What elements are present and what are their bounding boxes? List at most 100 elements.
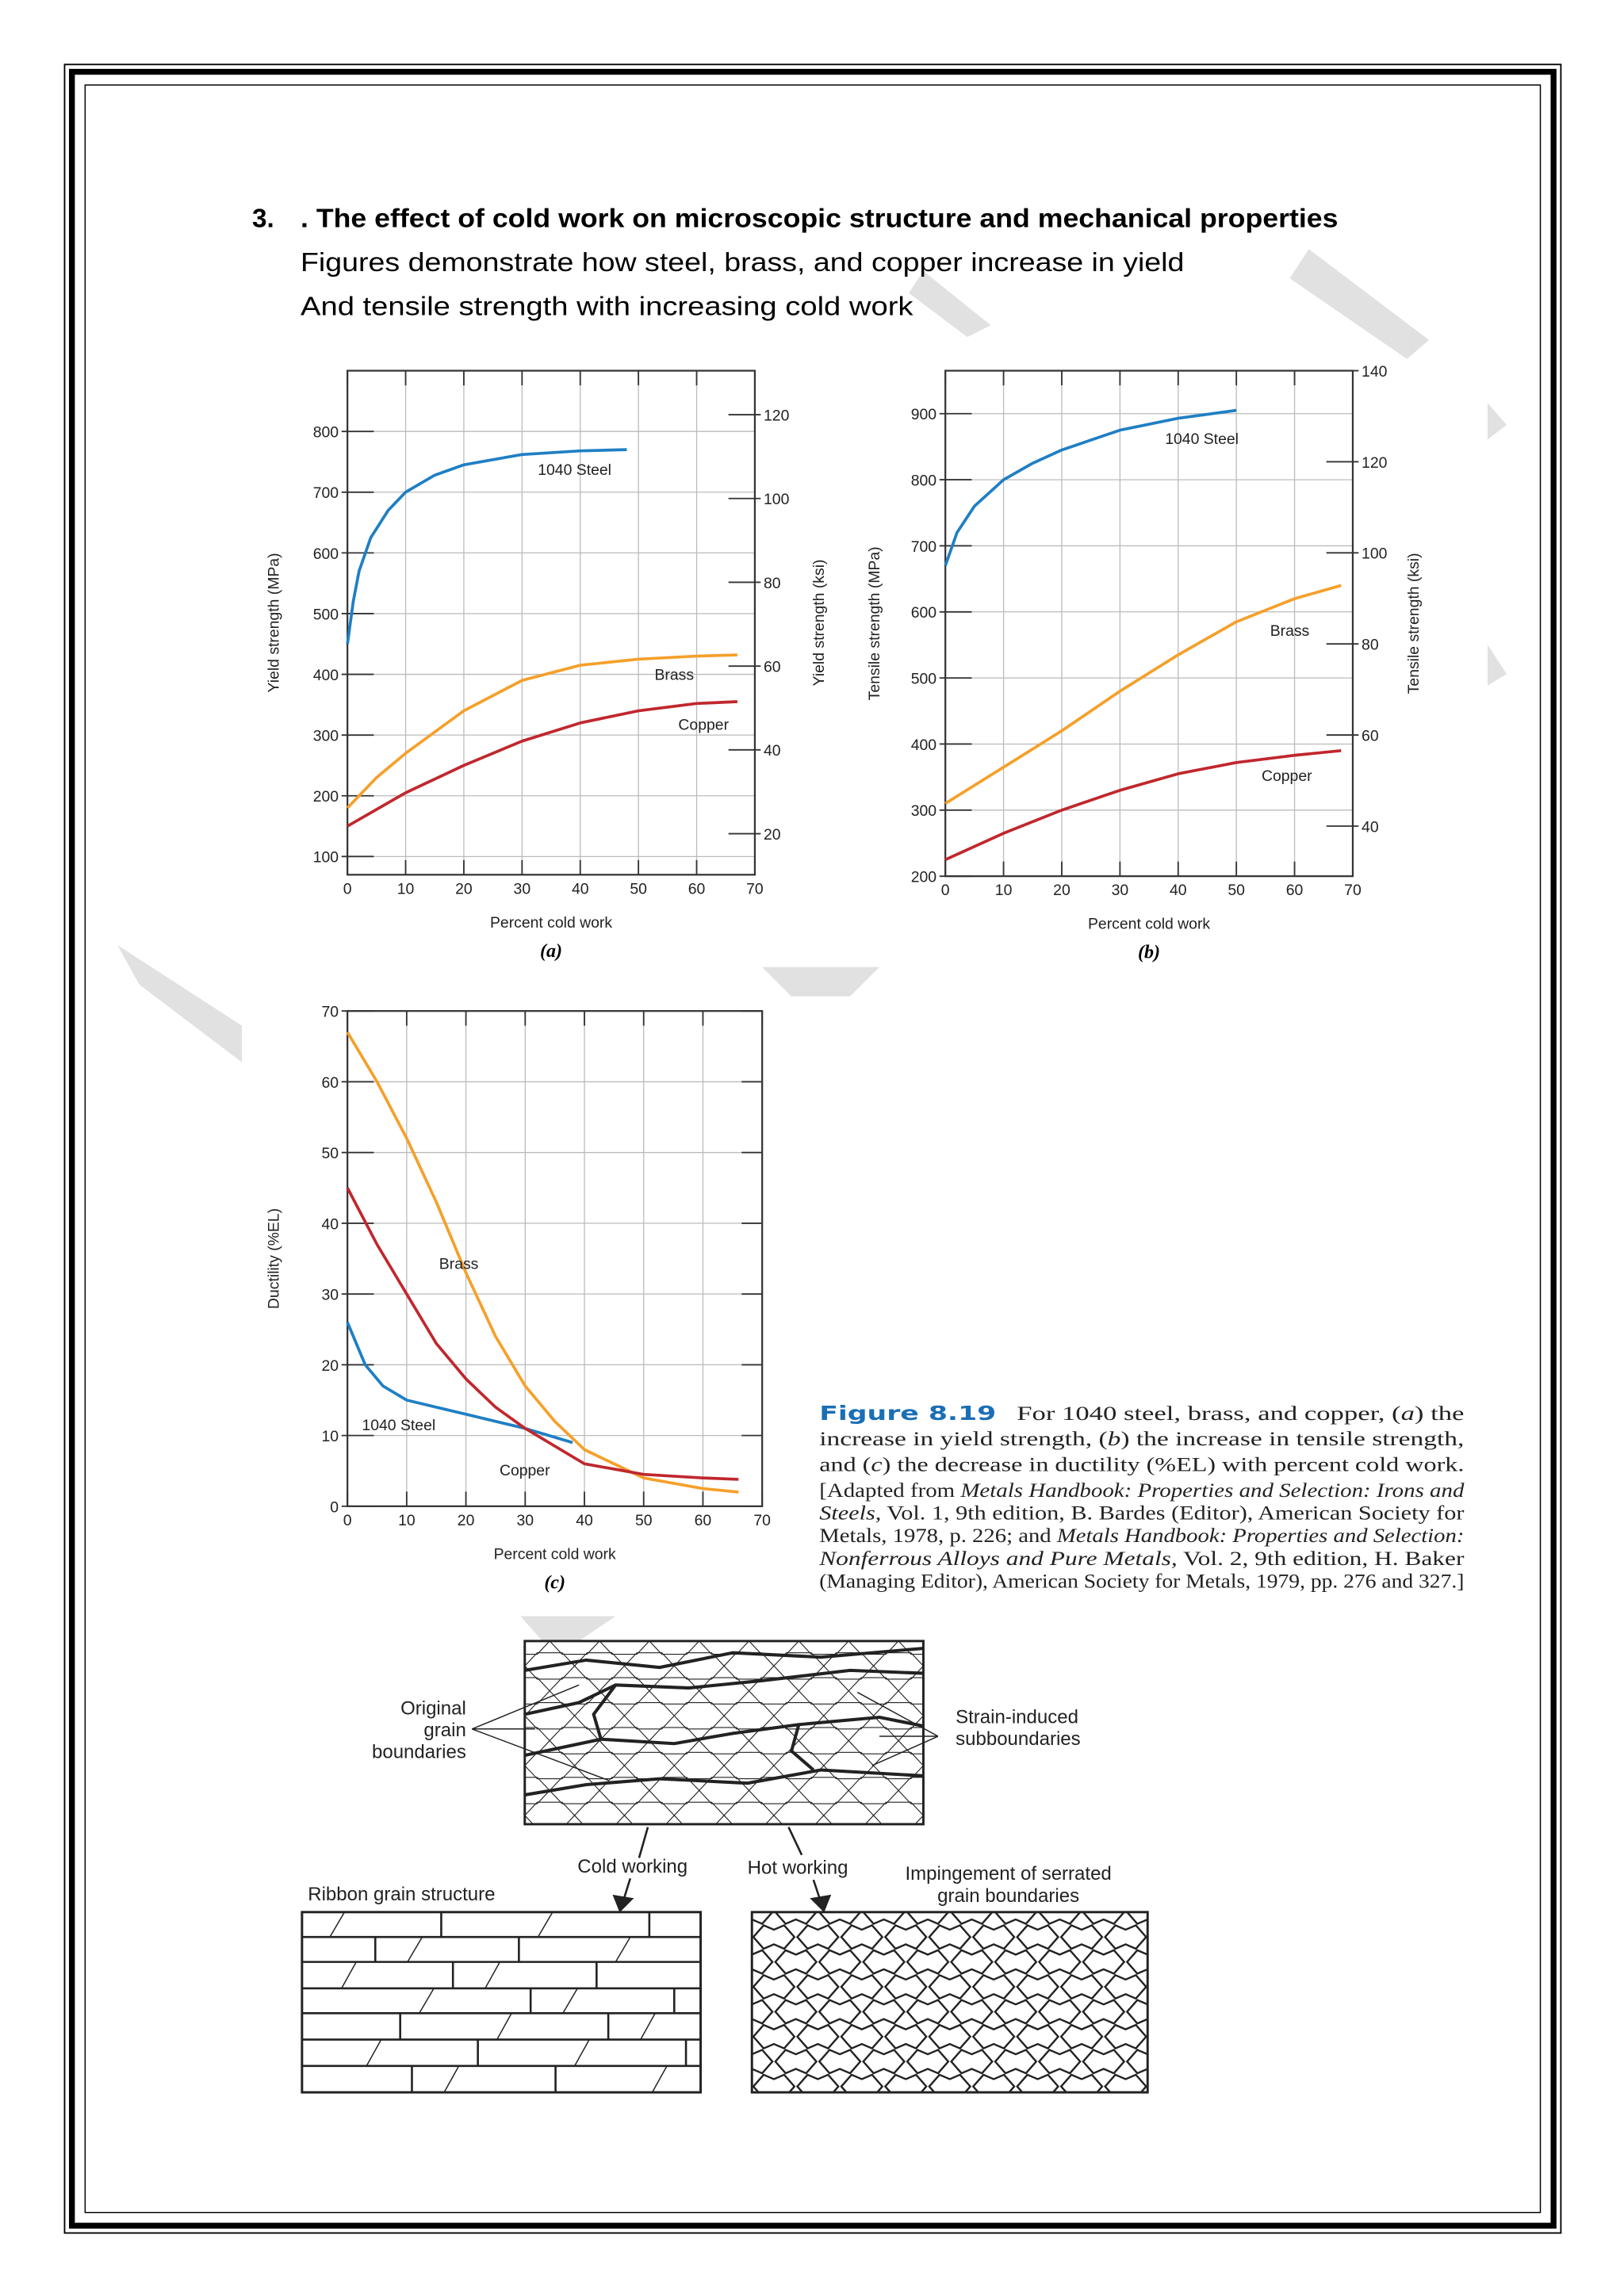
y-tick-label: 700 [911,538,937,556]
series-label: 1040 Steel [538,461,611,479]
x-axis-label: Percent cold work [490,914,612,932]
series-label: 1040 Steel [1165,430,1239,448]
serrated-grain [949,1949,994,1975]
caption-run: ) the [1415,1403,1465,1425]
page-border-outer [63,63,1562,2234]
subgrain [698,1640,750,1655]
y2-tick-label: 80 [764,575,781,592]
caption-run: Metals, 1978, p. 226; and [819,1525,1057,1547]
serrated-grain [949,1911,994,1926]
label: boundaries [372,1742,466,1763]
grain-diagram [301,1640,1149,2094]
subgrain [649,1640,700,1655]
series-label: Copper [1262,767,1312,785]
caption-run: Vol. 1, 9th edition, B. Bardes (Editor),… [881,1502,1465,1524]
subgrains [524,1640,924,1824]
serrated-grain [752,2073,796,2093]
serrated-grain [883,1923,928,1950]
grain-wall [329,1911,346,1938]
serrated-grain [883,1973,928,2000]
label: Cold working [577,1856,688,1877]
serrated-grain [1082,1999,1126,2025]
y-tick-label: 50 [321,1145,339,1162]
y-tick-label: 800 [313,424,339,442]
label: subboundaries [956,1728,1081,1750]
y-tick-label: 500 [911,671,937,688]
chart: 0 10 20 30 40 50 60 70 100 200 300 400 500 600 700 800 2… [265,369,828,962]
series-label: Brass [1270,622,1310,640]
plot-frame [347,369,756,876]
y2-tick-label: 140 [1362,363,1388,381]
caption-run: (Managing Editor), American Society for … [819,1571,1464,1592]
heading-line: Figures demonstrate how steel, brass, an… [301,248,1184,277]
caption-run: ) the increase in tensile strength, [1120,1429,1464,1450]
y-tick-label: 60 [321,1074,339,1092]
y-tick-label: 20 [321,1357,339,1375]
series-line [944,748,1342,862]
x-tick-label: 10 [398,1512,416,1529]
y-axis-label: Ductility (%EL) [265,1208,282,1309]
series-label: Copper [678,716,729,733]
x-tick-label: 50 [630,880,647,897]
plot-area [347,1011,763,1506]
caption-run: ) the decrease in ductility (%EL) with p… [883,1455,1465,1476]
grain-wall [419,1988,435,2014]
serrated-grain [949,1999,994,2025]
serrated-grain [862,1999,906,2025]
serrated-grain [1125,1911,1148,1926]
grain-wall [573,2039,590,2067]
subgrain [898,1727,924,1755]
serrated-grain [818,1999,862,2025]
grain-wall [443,2065,460,2093]
x-tick-label: 50 [1228,882,1245,899]
serrated-grain [971,1973,1016,2000]
serrated-grain [1016,2073,1060,2093]
x-tick-label: 20 [1053,882,1071,899]
serrated-grain [1082,1949,1126,1975]
plot-frame [347,1010,764,1507]
serrated-grain [774,1999,818,2025]
series-line [346,653,737,809]
serrated-grains [752,1911,1148,2093]
y2-axis-label: Tensile strength (ksi) [1405,553,1423,694]
caption-label: Figure 8.19 [819,1402,996,1425]
label: Strain-induced [956,1706,1078,1728]
figure-sublabel: (b) [1138,943,1160,963]
y-tick-label: 300 [313,728,339,745]
charts: 0 10 20 30 40 50 60 701002003004005006007008002… [265,363,1423,1593]
grain-wall [485,1961,500,1989]
caption-run: c [871,1455,882,1476]
grain-wall [407,1936,423,1963]
y2-tick-label: 100 [1362,545,1388,563]
x-tick-label: 70 [1344,882,1362,899]
series-label: Brass [439,1255,479,1272]
y2-axis-label: Yield strength (ksi) [810,560,828,687]
caption-run: Metals Handbook: Properties and Selectio… [959,1480,1465,1502]
x-tick-label: 20 [458,1512,475,1529]
subgrain [898,1640,924,1655]
serrated-grain [1037,1911,1082,1926]
caption-run: [Adapted from [819,1480,960,1502]
caption-run: For 1040 steel, brass, and copper, ( [996,1403,1400,1425]
heading-number: 3. [252,204,274,233]
serrated-grain [862,1911,906,1926]
caption-line: Figure 8.19 For 1040 steel, brass, and c… [819,1402,1464,1425]
serrated-grain [1016,2023,1060,2050]
x-tick-label: 30 [517,1512,534,1529]
serrated-grain [752,2023,796,2050]
subgrain [872,1701,924,1730]
heading-line: And tensile strength with increasing col… [301,292,914,321]
serrated-grain [752,1923,796,1950]
caption-line: (Managing Editor), American Society for … [819,1571,1464,1592]
x-tick-label: 70 [746,880,764,897]
x-tick-label: 10 [397,880,415,897]
y-axis-label: Yield strength (MPa) [265,553,282,692]
serrated-grain [949,2049,994,2075]
y-tick-label: 200 [313,788,339,806]
serrated-grain [840,1923,884,1950]
serrated-grain [1125,1949,1148,1975]
page-border-inner [84,84,1542,2214]
label: grain [423,1720,465,1741]
serrated-grain [1082,2049,1126,2075]
